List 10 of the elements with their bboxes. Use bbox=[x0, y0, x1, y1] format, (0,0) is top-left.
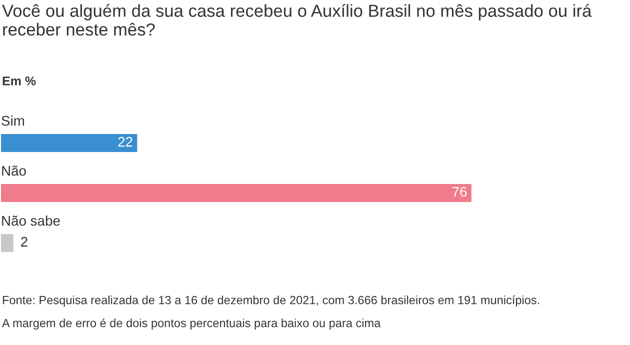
y-tick-label: Não sabe bbox=[2, 216, 60, 226]
data-label: 2 bbox=[21, 236, 28, 247]
chart-subtitle: Em % bbox=[2, 76, 36, 86]
text: A margem de erro é de dois pontos percentuais para baixo ou para cima bbox=[2, 318, 381, 330]
y-tick-label: Sim bbox=[2, 116, 24, 126]
y-tick-label: Não bbox=[2, 166, 26, 176]
data-label: 76 bbox=[452, 186, 467, 197]
chart-title: Você ou alguém da sua casa recebeu o Auxílio Brasil no mês passado ou irá receber neste mês? bbox=[2, 4, 592, 36]
source-note: Fonte: Pesquisa realizada de 13 a 16 de dezembro de 2021, com 3.666 brasileiros em 191 municípios. bbox=[2, 295, 540, 307]
data-label: 22 bbox=[118, 136, 132, 147]
